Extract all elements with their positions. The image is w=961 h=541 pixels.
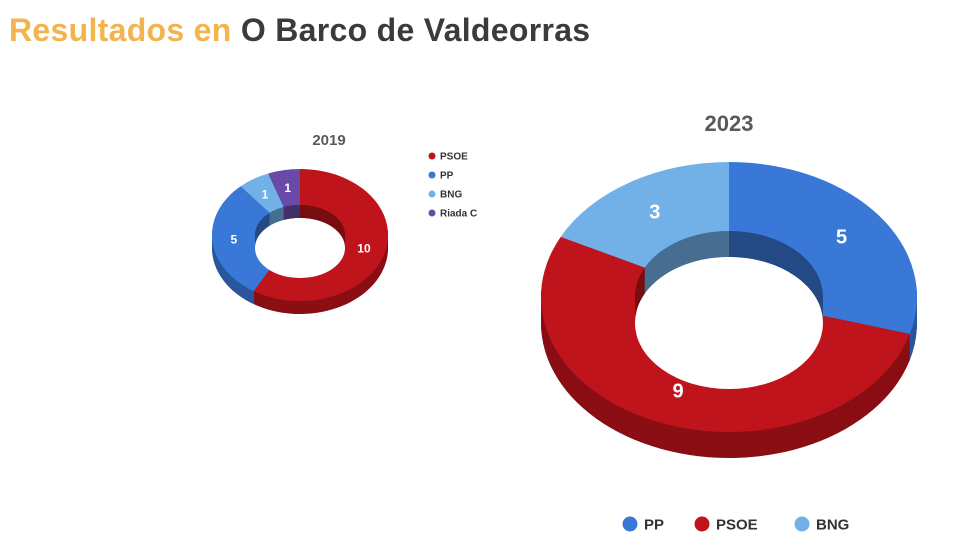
legend-label: PSOE [440,152,468,163]
chart-2019: 2019 10 5 1 1 PSOE PP BNG Riada C [212,132,477,314]
slice-label-2023-pp: 5 [836,226,847,248]
legend-label: PP [440,171,454,182]
slice-2023-psoe [541,236,910,432]
chart-title-2023: 2023 [705,111,754,136]
slice-2019-pp [212,186,277,292]
legend-label: BNG [816,516,849,533]
title-main: O Barco de Valdeorras [240,12,591,48]
legend-swatch [428,171,436,179]
legend-2023: PP PSOE BNG [622,516,849,533]
chart-title-2019: 2019 [312,132,345,149]
legend-label: PP [644,516,664,533]
chart-2023: 2023 5 9 3 PP PSOE BNG [541,111,918,533]
legend-label: BNG [440,190,462,201]
legend-swatch [622,516,638,532]
slice-label-2023-bng: 3 [649,202,660,224]
slice-label-2019-pp: 5 [230,233,237,247]
slice-label-2019-psoe: 10 [357,241,371,255]
legend-label: PSOE [716,516,758,533]
legend-swatch [694,516,710,532]
legend-swatch [428,152,436,160]
legend-label: Riada C [440,209,477,220]
legend-swatch [428,209,436,217]
slice-2019-riada-c [268,169,300,208]
slice-2023-pp [729,162,918,334]
legend-swatch [794,516,810,532]
legend-swatch [428,190,436,198]
legend-2019: PSOE PP BNG Riada C [428,152,477,220]
slice-2023-bng [560,162,729,268]
slice-label-2023-psoe: 9 [673,381,684,403]
slice-label-2019-riada-c: 1 [284,181,291,195]
title-accent: Resultados en [9,12,232,48]
slice-label-2019-bng: 1 [262,187,269,201]
slice-2019-bng [240,173,284,213]
page-title: Resultados en O Barco de Valdeorras [9,12,590,49]
